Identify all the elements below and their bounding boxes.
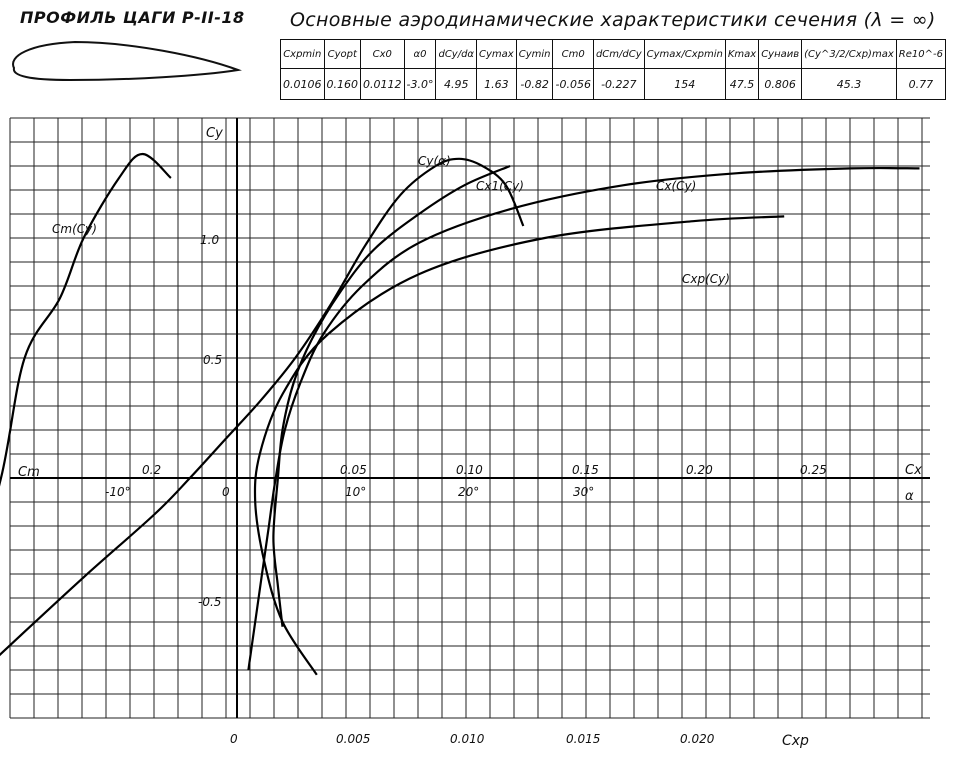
- prop-header: Cymax/Cxpmin: [643, 39, 726, 69]
- cm-axis-label: Cm: [18, 465, 40, 480]
- prop-header: dCm/dCy: [592, 39, 645, 69]
- cxp-tick-label: 0.015: [566, 732, 600, 746]
- airfoil-profile-icon: [12, 40, 242, 82]
- prop-value: -0.227: [592, 68, 645, 100]
- properties-value-row: 0.0106 0.160 0.0112 -3.0° 4.95 1.63 -0.8…: [280, 68, 946, 100]
- airfoil-title: ПРОФИЛЬ ЦАГИ Р-II-18: [20, 8, 245, 27]
- series-label-cx1: Cx1(Cy): [476, 179, 524, 193]
- prop-value: 0.160: [323, 68, 361, 100]
- cxp-tick-label: 0.005: [336, 732, 370, 746]
- curve-cxp: [253, 215, 785, 676]
- prop-value: 0.806: [758, 68, 803, 100]
- cx-tick-label: 0.20: [686, 463, 713, 477]
- chart-axes: [10, 118, 930, 718]
- cy-tick-label: 0.5: [203, 353, 222, 367]
- series-label-cy-alpha: Cy(α): [418, 154, 451, 168]
- cxp-tick-label: 0: [230, 732, 238, 746]
- chart-subtitle: Основные аэродинамические характеристики…: [290, 9, 936, 31]
- cm-tick-label: 0.2: [142, 463, 161, 477]
- prop-value: 1.63: [476, 68, 517, 100]
- prop-value: -0.82: [515, 68, 554, 100]
- chart-curves: [0, 152, 920, 676]
- alpha-tick-label: 10°: [345, 485, 366, 499]
- cxp-tick-label: 0.020: [680, 732, 715, 746]
- chart-grid: [9, 117, 930, 719]
- cy-axis-label: Cy: [206, 126, 223, 141]
- prop-header: Cymin: [515, 39, 554, 69]
- alpha-tick-label: 20°: [458, 485, 479, 499]
- curve-cm: [0, 152, 172, 487]
- alpha-axis-label: α: [905, 489, 914, 504]
- alpha-tick-label: 30°: [573, 485, 594, 499]
- prop-value: 0.0112: [360, 68, 405, 100]
- series-label-cx: Cx(Cy): [656, 179, 696, 193]
- cx-tick-label: 0.15: [572, 463, 599, 477]
- prop-value: 4.95: [435, 68, 478, 100]
- tick-labels: Cy 1.0 0.5 -0.5 Cm 0.2 0.05 0.10 0.15 0.…: [18, 126, 922, 749]
- curve-cx1: [272, 164, 511, 627]
- prop-header: Cyнаив: [758, 39, 803, 69]
- cy-tick-label: -0.5: [198, 595, 221, 609]
- prop-value: -3.0°: [403, 68, 437, 100]
- prop-value: 0.0106: [280, 68, 325, 100]
- cxp-axis-label: Cxp: [782, 733, 809, 749]
- alpha-tick-label: 0: [222, 485, 230, 499]
- cx-tick-label: 0.05: [340, 463, 367, 477]
- prop-value: -0.056: [552, 68, 594, 100]
- prop-header: Cxpmin: [280, 39, 325, 69]
- series-label-cm: Cm(Cy): [52, 222, 97, 236]
- prop-header: Cyopt: [323, 39, 361, 69]
- prop-header: Cymax: [476, 39, 517, 69]
- prop-value: 47.5: [724, 68, 760, 100]
- prop-value: 45.3: [801, 68, 897, 100]
- cx-tick-label: 0.10: [456, 463, 483, 477]
- alpha-tick-label: -10°: [105, 485, 131, 499]
- curve-cx: [247, 166, 920, 671]
- prop-value: 0.77: [895, 68, 946, 100]
- series-label-cxp: Cxp(Cy): [682, 272, 730, 286]
- cxp-tick-label: 0.010: [450, 732, 485, 746]
- curve-cy-alpha: [0, 157, 525, 657]
- prop-header: Kmax: [724, 39, 760, 69]
- properties-table: Cxpmin Cyopt Cx0 α0 dCy/dα Cymax Cymin C…: [280, 39, 946, 100]
- cy-tick-label: 1.0: [200, 233, 219, 247]
- cx-tick-label: 0.25: [800, 463, 827, 477]
- curve-labels: Cy(α) Cx1(Cy) Cx(Cy) Cxp(Cy) Cm(Cy): [52, 154, 730, 286]
- cx-axis-label: Cx: [905, 463, 922, 478]
- prop-header: Cm0: [552, 39, 594, 69]
